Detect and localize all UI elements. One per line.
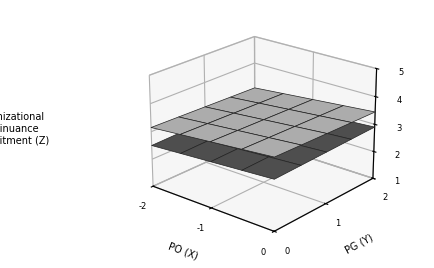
Text: Organizational
Continuance
Commitment (Z): Organizational Continuance Commitment (Z… [0, 112, 49, 145]
Y-axis label: PG (Y): PG (Y) [343, 233, 375, 256]
X-axis label: PO (X): PO (X) [167, 241, 199, 261]
